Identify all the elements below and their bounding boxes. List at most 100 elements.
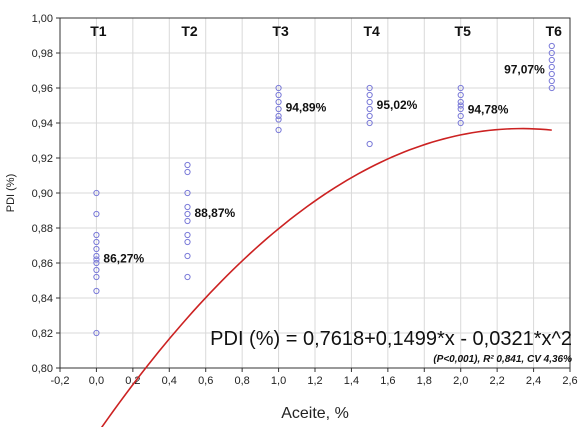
data-point [93,245,100,253]
x-axis-title: Aceite, % [281,405,349,422]
mean-annotation: 95,02% [377,98,418,112]
axis-ticks: -0,2 0,0 0,2 0,4 0,6 0,8 1,0 1,2 1,4 1,6 1,8 2,0 2,2… [32,13,578,387]
y-tick-label: 1,00 [32,13,53,25]
data-point [366,98,373,106]
x-tick-label: 2,2 [489,375,504,387]
grid-lines [59,17,571,369]
data-point [93,238,100,246]
data-point [457,119,464,127]
y-tick-label: 0,86 [32,258,53,270]
x-tick-label: 2,6 [562,375,577,387]
data-point [366,105,373,113]
data-point [93,273,100,281]
fit-curve-line [100,127,552,427]
y-tick-label: 0,98 [32,48,53,60]
x-tick-label: 0,4 [162,375,177,387]
x-tick-label: 1,6 [380,375,395,387]
treatment-label: T4 [363,23,380,39]
data-point [275,116,282,123]
treatment-label: T1 [90,23,107,39]
data-point [184,168,191,176]
x-tick-label: 2,4 [526,375,541,387]
mean-annotation: 88,87% [195,206,236,220]
mean-annotation: 86,27% [103,251,144,265]
mean-annotation: 94,89% [286,100,327,114]
data-point [93,329,100,337]
data-point [366,140,373,148]
y-tick-label: 0,88 [32,223,53,235]
data-point [93,252,100,260]
data-point [275,112,282,120]
x-tick-label: 0,0 [89,375,104,387]
mean-annotation: 97,07% [504,62,545,76]
data-point [184,238,191,246]
x-tick-label: 0,2 [125,375,140,387]
data-point [548,42,555,50]
data-point [93,256,100,263]
data-point [548,70,555,78]
treatment-label: T5 [455,23,472,39]
data-point [275,91,282,99]
data-point [457,102,464,109]
data-point [457,91,464,99]
data-point [93,259,100,267]
fit-curve-group [100,127,552,427]
data-point [366,84,373,92]
x-tick-label: 2,0 [453,375,468,387]
data-point [93,210,100,218]
data-point [366,119,373,127]
data-point [275,98,282,106]
data-point [366,112,373,120]
x-tick-label: 0,6 [198,375,213,387]
treatment-label: T6 [546,23,563,39]
y-tick-label: 0,96 [32,83,53,95]
data-point [457,98,464,106]
group-labels: T1 T2 T3 T4 T5 T6 [90,23,562,39]
data-point [184,217,191,225]
x-tick-label: 1,8 [417,375,432,387]
x-tick-label: 1,2 [307,375,322,387]
data-point [93,287,100,295]
y-tick-label: 0,82 [32,328,53,340]
data-point [548,63,555,71]
y-tick-label: 0,84 [32,293,53,305]
x-tick-label: 1,0 [271,375,286,387]
y-tick-label: 0,80 [32,363,53,375]
regression-equation: PDI (%) = 0,7618+0,1499*x - 0,0321*x^2 [210,328,572,350]
data-point [184,210,191,218]
treatment-label: T3 [272,23,289,39]
data-points [93,42,555,337]
data-point [548,77,555,85]
data-point [548,56,555,64]
data-point [366,91,373,99]
data-point [457,105,464,113]
y-tick-label: 0,94 [32,118,53,130]
data-point [548,84,555,92]
data-point [275,84,282,92]
data-point [457,84,464,92]
data-point [184,189,191,197]
data-point [184,203,191,211]
y-tick-label: 0,92 [32,153,53,165]
data-point [548,49,555,57]
data-point [275,126,282,134]
x-tick-label: -0,2 [51,375,70,387]
data-point [93,266,100,274]
data-point [275,105,282,113]
data-point [93,231,100,239]
data-point [184,252,191,260]
x-tick-label: 1,4 [344,375,359,387]
mean-annotation: 94,78% [468,102,509,116]
data-point [184,273,191,281]
y-axis-title: PDI (%) [5,174,17,213]
x-tick-label: 0,8 [234,375,249,387]
treatment-label: T2 [181,23,198,39]
data-point [93,189,100,197]
y-tick-label: 0,90 [32,188,53,200]
regression-statistics: (P<0,001), R² 0,841, CV 4,36% [433,354,572,365]
data-point [184,161,191,169]
data-point [457,112,464,120]
data-point [184,231,191,239]
mean-annotations: 86,27% 88,87% 94,89% 95,02% 94,78% 97,07% [103,62,545,265]
